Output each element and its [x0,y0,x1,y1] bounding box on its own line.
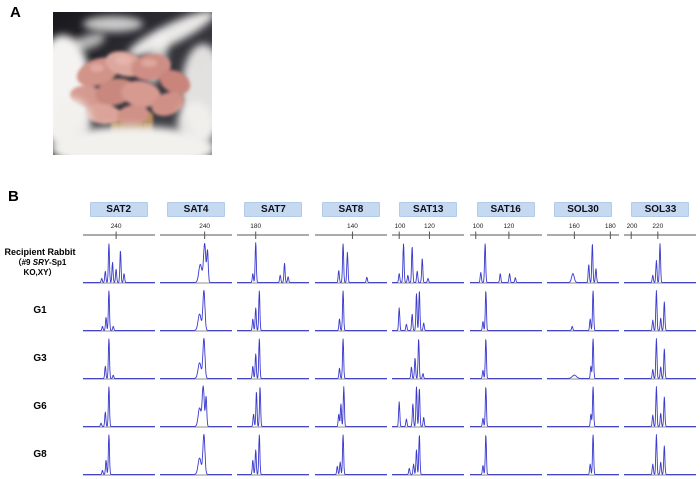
axis-tick-label: 180 [605,223,616,230]
trace-g6-sat7 [237,387,310,428]
row-label-g8: G8 [0,430,80,478]
trace-g6-sol33 [624,386,697,428]
generation-label: G1 [33,304,47,316]
row-label-g6: G6 [0,382,80,430]
panel-a-label: A [10,4,21,21]
panel-b-label: B [8,188,19,205]
axis-ruler-sol30: 160 180 [547,223,620,239]
row-label-recipient: Recipient Rabbit （#9 SRY-Sp1 KO,XY） [0,239,80,286]
trace-g6-sat2 [82,386,155,428]
trace-g1-sat16 [469,291,542,332]
axis-ruler-sat4: 240 [160,223,233,239]
marker-header-sat16: SAT16 [476,202,535,217]
trace-g3-sol30 [547,338,620,380]
fur-nest-front [53,98,212,155]
row-label-g3: G3 [0,334,80,382]
trace-g3-sat4 [160,337,233,380]
marker-header-sat4: SAT4 [167,202,226,217]
marker-header-sol33: SOL33 [631,202,690,217]
axis-ruler-sat8: 140 [314,223,387,239]
trace-g8-sat13 [392,435,465,476]
axis-tick-label: 220 [653,223,664,230]
trace-g8-sol33 [624,434,697,476]
marker-header-sat8: SAT8 [321,202,380,217]
trace-g1-sol30 [547,290,620,332]
generation-label: G6 [33,400,47,412]
trace-g1-sat2 [82,290,155,332]
marker-header-sol30: SOL30 [554,202,613,217]
axis-tick-label: 100 [472,223,483,230]
axis-ruler-sat16: 100 120 [469,223,542,239]
trace-g8-sat4 [160,433,233,476]
trace-g6-sol30 [547,386,620,428]
trace-g3-sat2 [82,338,155,380]
axis-tick-label: 120 [503,223,514,230]
trace-g6-sat16 [469,387,542,428]
trace-recipient-sol33 [624,243,697,284]
trace-g1-sol33 [624,290,697,332]
marker-header-sat7: SAT7 [244,202,303,217]
generation-label: G8 [33,448,47,460]
axis-tick-label: 180 [251,223,262,230]
trace-recipient-sat7 [237,242,310,284]
trace-g3-sat7 [237,338,310,380]
axis-tick-label: 200 [627,223,638,230]
trace-g6-sat13 [392,386,465,428]
recipient-label-line1: Recipient Rabbit [4,247,76,257]
trace-g8-sat8 [314,434,387,476]
trace-recipient-sat16 [469,243,542,284]
axis-tick-label: 120 [424,223,435,230]
trace-g1-sat13 [392,291,465,332]
trace-g3-sol33 [624,338,697,380]
axis-tick-label: 100 [395,223,406,230]
recipient-label-line2: （#9 SRY-Sp1 KO,XY） [13,258,67,277]
axis-tick-label: 160 [569,223,580,230]
trace-recipient-sat2 [82,243,155,284]
trace-g8-sat7 [237,434,310,476]
trace-g8-sat16 [469,435,542,476]
axis-ruler-sol33: 200 220 [624,223,697,239]
trace-recipient-sat8 [314,243,387,284]
electropherogram-panel: SAT2 240 SAT4 240 SAT7 180 SAT8 140 SAT13 100 120 S… [0,190,700,479]
trace-g3-sat8 [314,338,387,380]
marker-header-sat13: SAT13 [399,202,458,217]
axis-tick-label: 140 [347,223,358,230]
marker-header-sat2: SAT2 [89,202,148,217]
trace-g3-sat16 [469,339,542,380]
trace-recipient-sat4 [160,242,233,284]
axis-ruler-sat2: 240 [82,223,155,239]
trace-g8-sat2 [82,434,155,476]
trace-g3-sat13 [392,339,465,380]
axis-ruler-sat13: 100 120 [392,223,465,239]
pups-photo [53,12,212,155]
trace-g1-sat8 [314,290,387,332]
axis-tick-label: 240 [199,223,210,230]
trace-g1-sat4 [160,289,233,332]
axis-tick-label: 240 [110,223,121,230]
trace-recipient-sol30 [547,244,620,284]
trace-g8-sol30 [547,434,620,476]
trace-recipient-sat13 [392,243,465,284]
trace-g1-sat7 [237,290,310,332]
axis-ruler-sat7: 180 [237,223,310,239]
generation-label: G3 [33,352,47,364]
row-label-g1: G1 [0,286,80,334]
trace-g6-sat4 [160,385,233,428]
electropherogram-grid: SAT2 240 SAT4 240 SAT7 180 SAT8 140 SAT13 100 120 S… [0,190,700,478]
trace-g6-sat8 [314,386,387,428]
rabbit-pups-illustration [70,51,191,126]
